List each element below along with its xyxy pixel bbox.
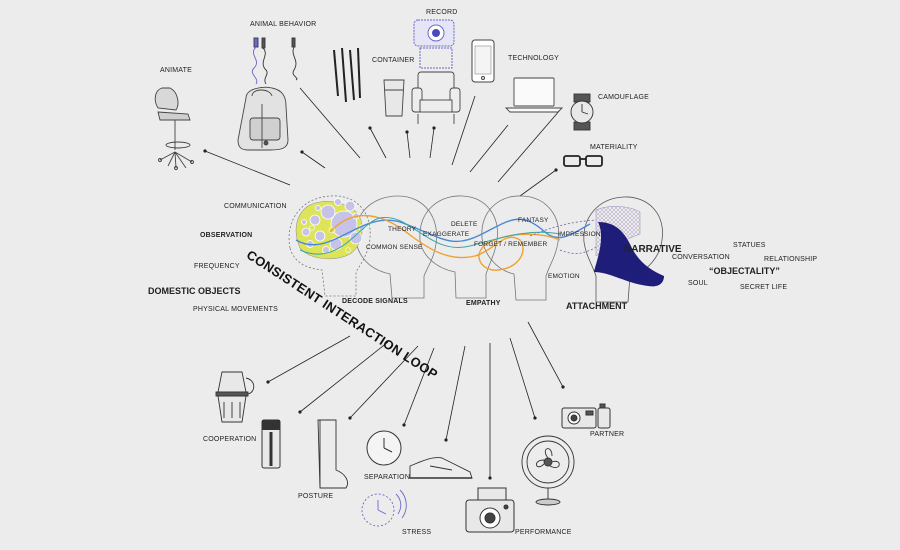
connector-line bbox=[349, 345, 419, 419]
narrative-label: NARRATIVE bbox=[624, 244, 682, 255]
wall-clock-icon bbox=[366, 430, 402, 466]
narrative-wave-shape bbox=[594, 222, 664, 287]
emotion-label: EMOTION bbox=[548, 273, 580, 280]
separation-label: SEPARATION bbox=[364, 474, 411, 481]
forget-remember-label: FORGET / REMEMBER bbox=[474, 241, 548, 248]
domestic-objects-label: DOMESTIC OBJECTS bbox=[148, 286, 241, 296]
common-sense-label: COMMON SENSE bbox=[366, 244, 423, 251]
technology-label: TECHNOLOGY bbox=[508, 55, 560, 62]
attachment-label: ATTACHMENT bbox=[566, 301, 628, 311]
armchair-icon bbox=[411, 71, 461, 124]
physical-movements-label: PHYSICAL MOVEMENTS bbox=[193, 306, 279, 313]
orange-flow-path bbox=[329, 214, 561, 271]
connector-line bbox=[469, 124, 509, 173]
communication-label: COMMUNICATION bbox=[224, 203, 287, 210]
cooperation-label: COOPERATION bbox=[203, 436, 257, 443]
relationship-label: RELATIONSHIP bbox=[764, 256, 818, 263]
partner-label: PARTNER bbox=[590, 431, 625, 438]
theory-label: THEORY bbox=[388, 226, 417, 233]
flow-paths bbox=[295, 214, 599, 271]
exaggerate-label: EXAGGERATE bbox=[423, 231, 470, 238]
dashed-flow-path bbox=[559, 245, 599, 254]
human-head-icon bbox=[288, 195, 371, 297]
soul-label: SOUL bbox=[688, 280, 708, 287]
connector-line bbox=[406, 131, 411, 159]
animal-behavior-label: ANIMAL BEHAVIOR bbox=[250, 21, 317, 28]
connector-line bbox=[299, 341, 389, 413]
posture-label: POSTURE bbox=[298, 493, 334, 500]
compact-camera-icon bbox=[561, 403, 611, 429]
frequency-label: FREQUENCY bbox=[194, 263, 240, 270]
laptop-icon bbox=[504, 77, 564, 113]
fantasy-label: FANTASY bbox=[518, 217, 549, 224]
secret-life-label: SECRET LIFE bbox=[740, 284, 788, 291]
performance-label: PERFORMANCE bbox=[515, 529, 572, 536]
connector-line bbox=[527, 321, 564, 388]
webcam-icon bbox=[413, 19, 455, 69]
camouflage-label: CAMOUFLAGE bbox=[598, 94, 650, 101]
connector-line bbox=[301, 151, 326, 169]
smartphone-icon bbox=[471, 39, 495, 83]
sneaker-icon bbox=[409, 457, 473, 479]
boot-icon bbox=[317, 419, 348, 489]
human-head-icon bbox=[481, 195, 560, 301]
record-label: RECORD bbox=[426, 9, 458, 16]
connector-line bbox=[403, 347, 435, 426]
glasses-icon bbox=[563, 155, 603, 167]
desk-fan-icon bbox=[521, 435, 575, 506]
backpack-icon bbox=[237, 86, 289, 151]
objectality-label: “OBJECTALITY” bbox=[709, 266, 780, 276]
empathy-label: EMPATHY bbox=[466, 300, 501, 307]
connector-dots bbox=[203, 126, 565, 480]
teal-flow-path bbox=[299, 217, 561, 255]
statues-label: STATUES bbox=[733, 242, 766, 249]
dashed-flow-path bbox=[529, 219, 597, 237]
connector-line bbox=[519, 169, 557, 197]
container-label: CONTAINER bbox=[372, 57, 415, 64]
connector-line bbox=[509, 337, 536, 419]
delete-label: DELETE bbox=[451, 221, 478, 228]
moka-pot-icon bbox=[215, 371, 255, 423]
connector-line bbox=[369, 127, 387, 159]
animate-label: ANIMATE bbox=[160, 67, 192, 74]
wristwatch-icon bbox=[570, 93, 594, 131]
connector-line bbox=[451, 95, 476, 166]
connector-line bbox=[204, 150, 291, 186]
instant-camera-icon bbox=[465, 487, 515, 533]
human-head-icon bbox=[355, 195, 438, 299]
cup-icon bbox=[383, 79, 405, 117]
connector-line bbox=[445, 345, 466, 441]
observation-label: OBSERVATION bbox=[200, 232, 253, 239]
impression-label: IMPRESSION bbox=[558, 231, 601, 238]
brain-icon bbox=[295, 198, 366, 260]
connector-line bbox=[267, 335, 351, 383]
connector-line bbox=[497, 109, 561, 183]
stress-label: STRESS bbox=[402, 529, 432, 536]
usb-cable-icon bbox=[251, 37, 298, 85]
pens-icon bbox=[333, 47, 361, 103]
office-chair-icon bbox=[154, 87, 194, 170]
narrative-mesh bbox=[594, 206, 664, 287]
materiality-label: MATERIALITY bbox=[590, 144, 638, 151]
decode-signals-label: DECODE SIGNALS bbox=[342, 298, 408, 305]
connector-lines bbox=[204, 87, 564, 478]
thermos-icon bbox=[261, 419, 281, 469]
blue-flow-path bbox=[295, 218, 591, 246]
human-head-icon bbox=[419, 195, 498, 299]
connector-line bbox=[429, 127, 435, 159]
connector-line bbox=[299, 87, 361, 159]
ringing-clock-icon bbox=[361, 489, 407, 527]
conversation-label: CONVERSATION bbox=[672, 254, 730, 261]
